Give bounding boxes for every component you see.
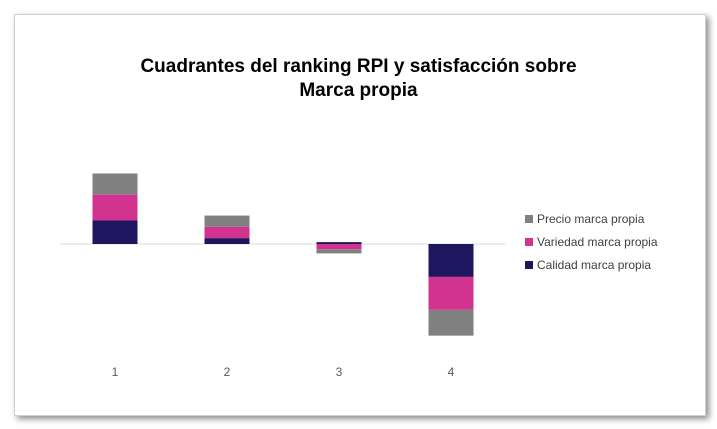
legend-label-precio: Precio marca propia: [537, 211, 645, 226]
legend-label-variedad: Variedad marca propia: [537, 234, 658, 249]
legend-swatch-calidad: [525, 260, 533, 269]
bar-variedad-cat-2: [204, 226, 250, 239]
chart-title: Cuadrantes del ranking RPI y satisfacció…: [0, 55, 717, 103]
tick-label-2: 2: [224, 365, 231, 379]
bar-variedad-cat-4: [428, 276, 474, 310]
tick-label-4: 4: [448, 365, 455, 379]
legend-item-calidad: Calidad marca propia: [525, 253, 658, 276]
tick-label-3: 3: [336, 365, 343, 379]
bar-calidad-cat-2: [204, 238, 250, 244]
bar-variedad-cat-1: [92, 194, 138, 221]
legend-label-calidad: Calidad marca propia: [537, 257, 652, 272]
bar-calidad-cat-4: [428, 244, 474, 277]
bar-precio-cat-1: [92, 173, 138, 195]
bar-variedad-cat-3: [316, 244, 362, 250]
bar-precio-cat-2: [204, 215, 250, 227]
category-tick-labels: 1 2 3 4: [112, 365, 455, 379]
legend-swatch-precio: [525, 214, 533, 223]
tick-label-1: 1: [112, 365, 119, 379]
bar-series-group: [92, 173, 474, 336]
chart-legend: Precio marca propia Variedad marca propi…: [525, 207, 658, 276]
legend-item-precio: Precio marca propia: [525, 207, 658, 230]
bar-calidad-cat-1: [92, 220, 138, 244]
legend-item-variedad: Variedad marca propia: [525, 230, 658, 253]
chart-title-line-2: Marca propia: [299, 80, 418, 101]
legend-swatch-variedad: [525, 237, 533, 246]
bar-calidad-cat-3: [316, 242, 362, 244]
bar-precio-cat-4: [428, 309, 474, 336]
bar-precio-cat-3: [316, 249, 362, 254]
chart-title-line-1: Cuadrantes del ranking RPI y satisfacció…: [140, 56, 577, 77]
